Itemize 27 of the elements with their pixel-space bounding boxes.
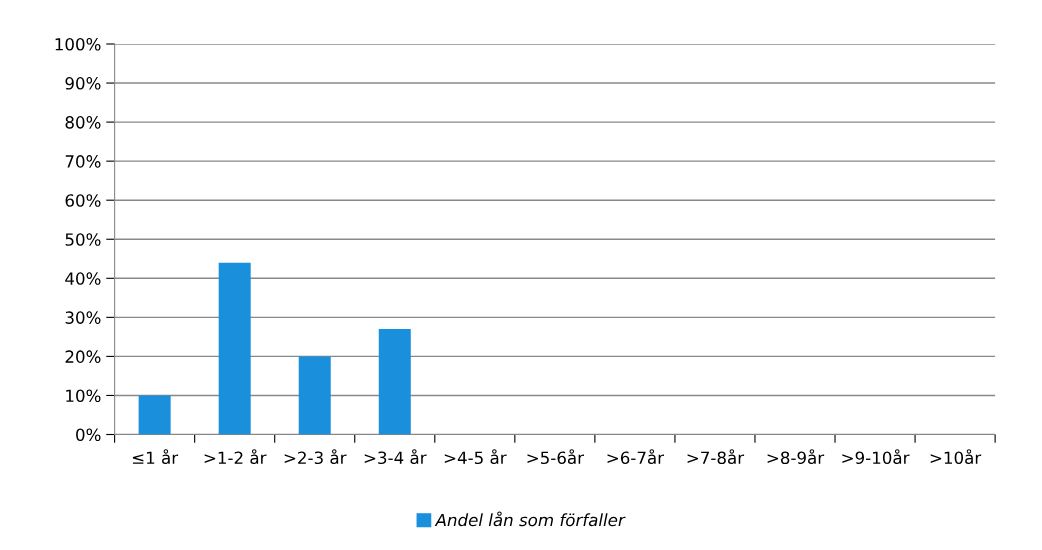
bar [138, 395, 171, 435]
legend-label: Andel lån som förfaller [434, 511, 626, 527]
x-tick-label: >1-2 år [204, 449, 267, 465]
y-tick-label: 60% [65, 194, 101, 207]
y-tick-label: 90% [65, 77, 101, 90]
y-tick-label: 100% [55, 37, 101, 51]
y-tick-label: 10% [66, 389, 101, 403]
x-tick-label: >6-7år [607, 449, 665, 465]
y-tick-label: 70% [65, 155, 101, 168]
y-tick-label: 80% [65, 116, 101, 129]
bar [378, 329, 411, 435]
bar [218, 262, 251, 435]
x-tick-label: >4-5 år [444, 449, 507, 465]
x-tick-label: >5-6år [527, 449, 584, 465]
bar [298, 356, 331, 435]
x-tick-label: >2-3 år [284, 449, 347, 465]
x-tick-label: >9-10år [842, 449, 910, 465]
y-tick-label: 50% [65, 233, 101, 246]
x-tick-label: ≤1 år [132, 449, 179, 465]
x-tick-label: >10år [930, 449, 982, 465]
x-tick-label: >8-9år [767, 449, 825, 465]
x-tick-label: >3-4 år [364, 449, 427, 465]
y-tick-label: 30% [65, 311, 101, 324]
y-tick-label: 40% [65, 272, 101, 285]
x-tick-label: >7-8år [687, 449, 745, 465]
y-tick-label: 20% [65, 350, 101, 363]
y-tick-label: 0% [76, 428, 101, 442]
